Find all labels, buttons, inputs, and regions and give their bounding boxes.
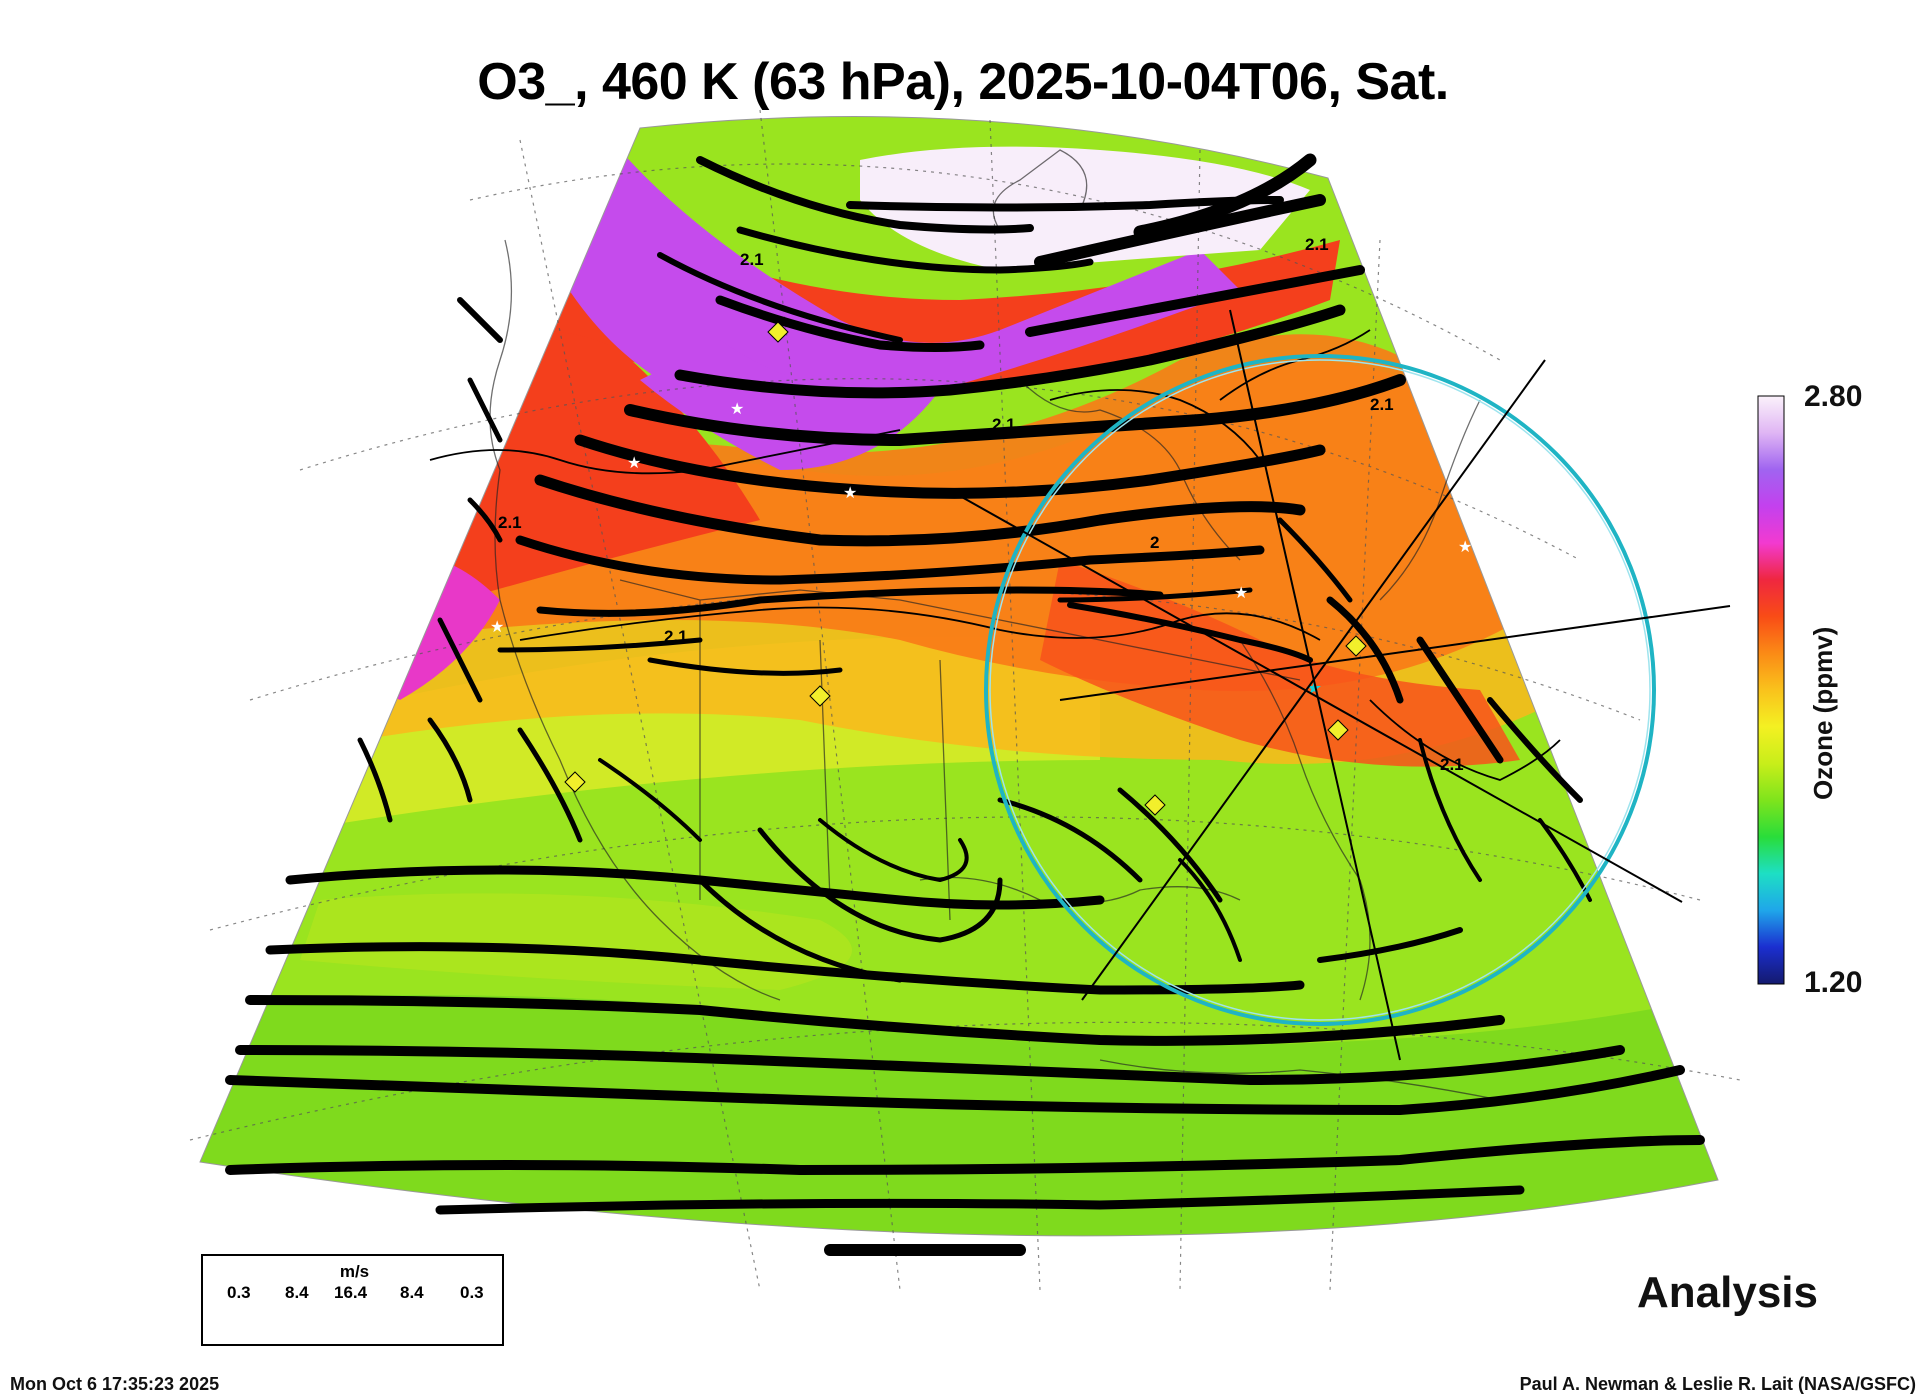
contour-label: 2.1 <box>664 627 688 646</box>
colorbar-title: Ozone (ppmv) <box>1808 626 1838 800</box>
range-ring <box>959 309 1731 1061</box>
contour-label: 2.1 <box>1440 755 1464 774</box>
station-star: ★ <box>1234 585 1248 602</box>
station-star: ★ <box>843 485 857 502</box>
ozone-contours <box>429 329 1561 781</box>
station-star: ★ <box>627 455 641 472</box>
coastlines <box>489 149 1501 1101</box>
wind-streamlines <box>225 153 1705 1257</box>
contour-label: 2 <box>1150 533 1159 552</box>
colorbar-min-label: 1.20 <box>1804 966 1863 999</box>
wind-legend: m/s 0.3 8.4 16.4 8.4 0.3 <box>201 1254 504 1346</box>
credit: Paul A. Newman & Leslie R. Lait (NASA/GS… <box>1519 1374 1916 1394</box>
station-diamond <box>1144 794 1166 816</box>
contour-label: 2.1 <box>498 513 522 532</box>
colorbar <box>1757 395 1785 985</box>
map-title: O3_, 460 K (63 hPa), 2025-10-04T06, Sat. <box>477 53 1449 111</box>
wind-legend-unit: m/s <box>339 1262 370 1281</box>
wind-legend-tick: 0.3 <box>227 1283 251 1302</box>
contour-label: 2.1 <box>1305 235 1329 254</box>
contour-label: 2.1 <box>1370 395 1394 414</box>
station-star: ★ <box>730 401 744 418</box>
contour-labels: 2.1 2.1 2.1 2 2.1 2.1 2.1 2.1 <box>498 235 1464 774</box>
station-diamond <box>1345 635 1367 657</box>
station-star: ★ <box>1458 539 1472 556</box>
station-diamond <box>564 771 586 793</box>
station-diamond <box>1327 719 1349 741</box>
wind-legend-tick: 16.4 <box>334 1283 368 1302</box>
wind-legend-tick: 8.4 <box>285 1283 309 1302</box>
station-diamond <box>809 685 831 707</box>
contour-label: 2.1 <box>992 415 1016 434</box>
wind-legend-tick: 8.4 <box>400 1283 424 1302</box>
station-diamond <box>767 321 789 343</box>
wind-legend-tick: 0.3 <box>460 1283 484 1302</box>
timestamp: Mon Oct 6 17:35:23 2025 <box>10 1374 220 1394</box>
colorbar-max-label: 2.80 <box>1804 380 1863 413</box>
station-star: ★ <box>490 619 504 636</box>
analysis-label: Analysis <box>1637 1268 1818 1317</box>
contour-label: 2.1 <box>740 250 764 269</box>
